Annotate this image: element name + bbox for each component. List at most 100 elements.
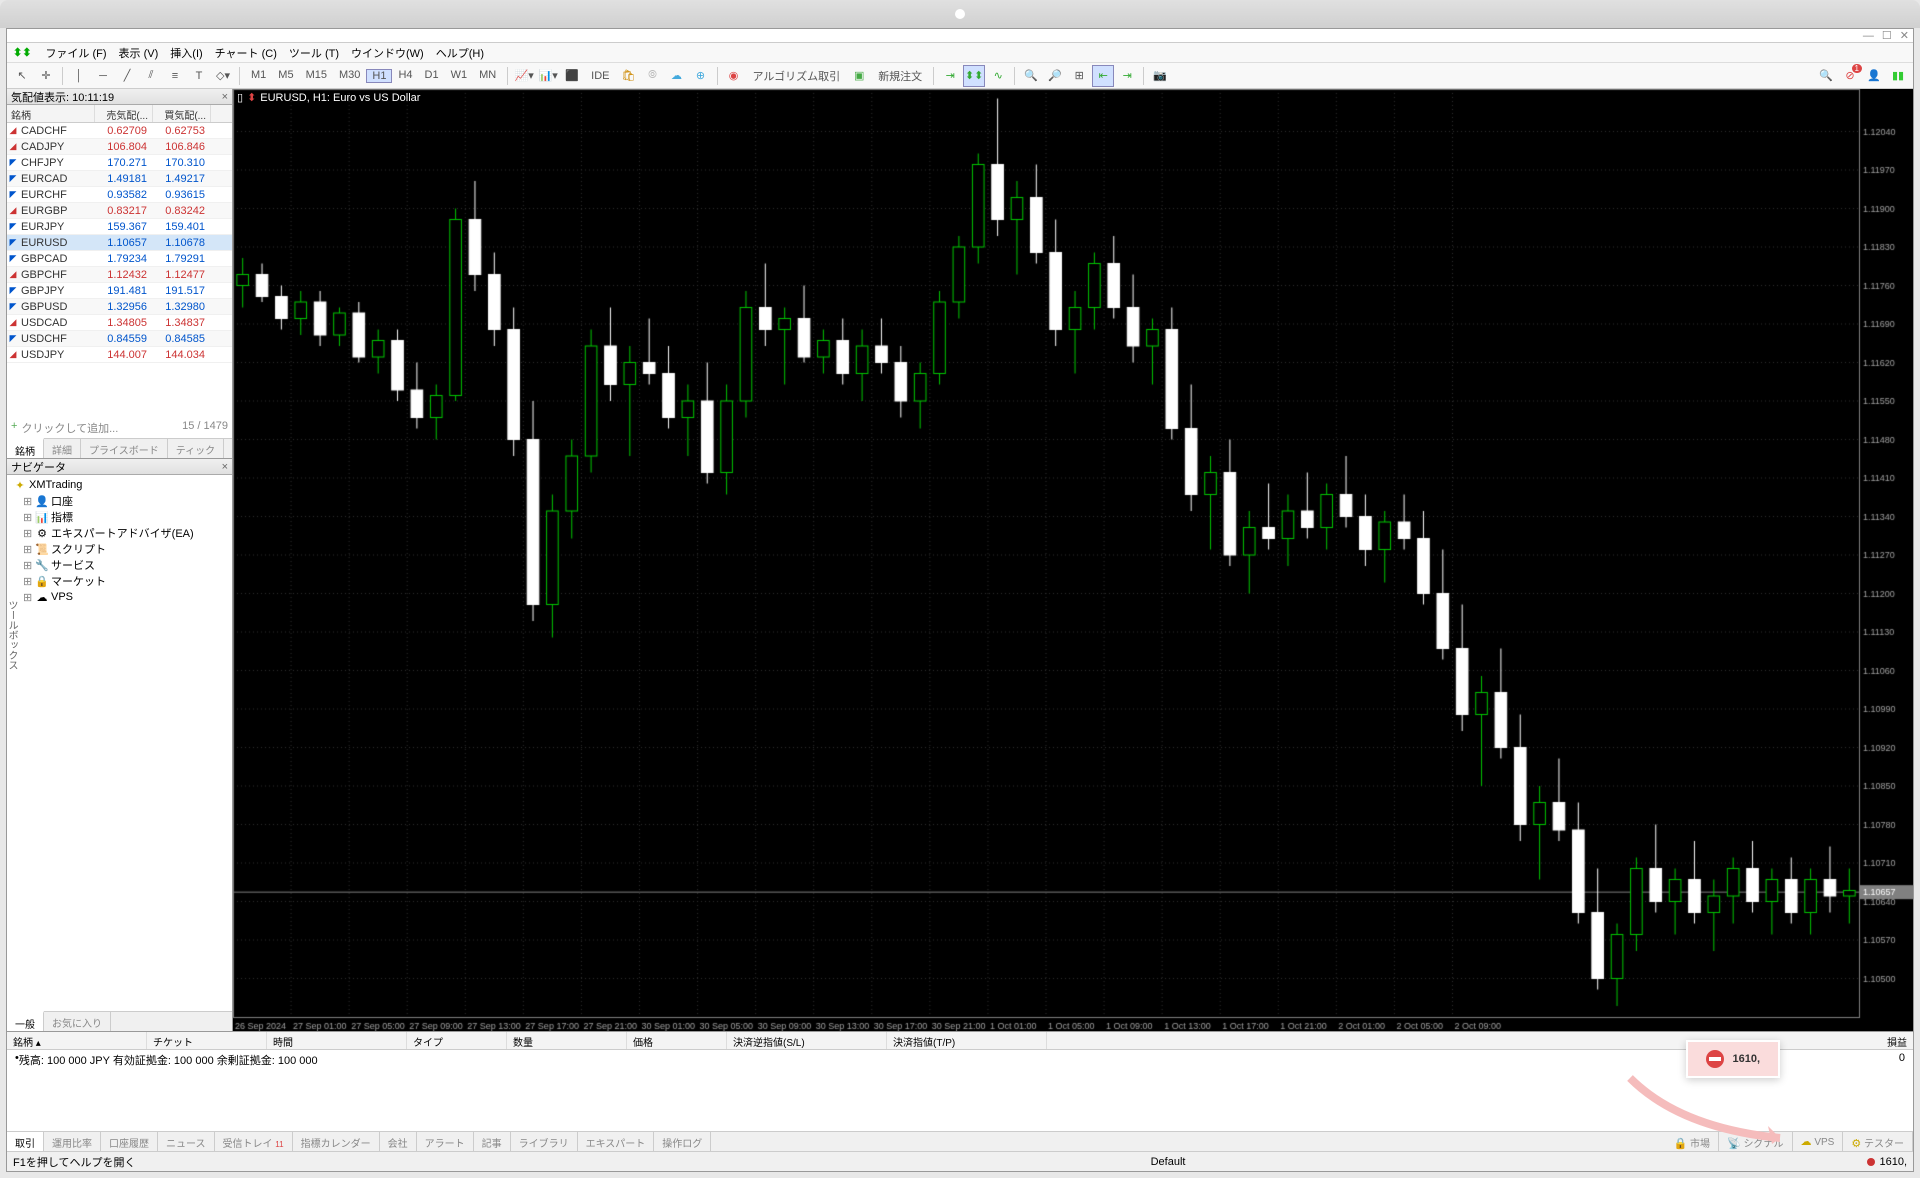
nav-item[interactable]: ⊞👤口座 [9,493,230,509]
market-icon[interactable]: 🛍 [618,65,640,87]
mql5-icon[interactable]: 👤 [1863,65,1885,87]
close-icon[interactable]: × [222,91,228,103]
terminal-tab[interactable]: エキスパート [578,1132,655,1151]
timeframe-H4[interactable]: H4 [392,69,418,83]
mw-tab[interactable]: ティック [168,439,224,458]
minimize-icon[interactable]: — [1863,30,1874,42]
terminal-tab[interactable]: 記事 [474,1132,511,1151]
nav-item[interactable]: ⊞🔒マーケット [9,573,230,589]
timeframe-M15[interactable]: M15 [300,69,333,83]
timeframe-W1[interactable]: W1 [445,69,474,83]
symbol-row[interactable]: ◤EURUSD1.106571.10678 [7,235,232,251]
symbol-row[interactable]: ◢USDCAD1.348051.34837 [7,315,232,331]
mw-tab[interactable]: 銘柄 [7,438,44,458]
search-icon[interactable]: 🔍 [1815,65,1837,87]
symbol-row[interactable]: ◤EURJPY159.367159.401 [7,219,232,235]
menu-item[interactable]: 表示 (V) [113,46,165,62]
terminal-tab[interactable]: 操作ログ [654,1132,711,1151]
mw-tab[interactable]: プライスボード [81,439,168,458]
terminal-col[interactable]: 損益 [1881,1032,1913,1049]
nav-tab[interactable]: お気に入り [44,1012,111,1031]
timeframe-M1[interactable]: M1 [245,69,272,83]
text-icon[interactable]: T [188,65,210,87]
templates-icon[interactable]: ⬛ [561,65,583,87]
zoom-in-icon[interactable]: 🔎 [1044,65,1066,87]
step-back-icon[interactable]: ⇤ [1092,65,1114,87]
terminal-col[interactable]: 価格 [627,1032,727,1049]
sync-icon[interactable]: ∿ [987,65,1009,87]
maximize-icon[interactable]: ☐ [1882,29,1892,42]
terminal-tab[interactable]: 運用比率 [44,1132,101,1151]
terminal-tab[interactable]: 取引 [7,1132,44,1151]
menu-item[interactable]: ウインドウ(W) [345,46,430,62]
terminal-col[interactable]: 決済指値(T/P) [887,1032,1047,1049]
symbol-row[interactable]: ◤GBPJPY191.481191.517 [7,283,232,299]
add-symbol-row[interactable]: +クリックして追加...15 / 1479 [7,418,232,438]
terminal-tab[interactable]: 指標カレンダー [293,1132,380,1151]
menu-item[interactable]: ツール (T) [283,46,345,62]
step-fwd-icon[interactable]: ⇥ [1116,65,1138,87]
trendline-icon[interactable]: ╱ [116,65,138,87]
symbol-row[interactable]: ◤EURCAD1.491811.49217 [7,171,232,187]
chart-type-icon[interactable]: 📈▾ [513,65,535,87]
cloud-icon[interactable]: ☁ [666,65,688,87]
symbol-row[interactable]: ◤USDCHF0.845590.84585 [7,331,232,347]
menu-item[interactable]: 挿入(I) [164,46,208,62]
zoom-out-icon[interactable]: 🔍 [1020,65,1042,87]
menu-item[interactable]: ヘルプ(H) [430,46,490,62]
algo-stop-icon[interactable]: ◉ [723,65,745,87]
nav-tab[interactable]: 一般 [7,1011,44,1031]
crosshair-icon[interactable]: ✛ [35,65,57,87]
terminal-col[interactable]: 時間 [267,1032,407,1049]
terminal-col[interactable]: 銘柄 ▴ [7,1032,147,1049]
mw-tab[interactable]: 詳細 [44,439,81,458]
timeframe-M5[interactable]: M5 [272,69,299,83]
terminal-right-tab[interactable]: ☁ VPS [1793,1132,1844,1151]
ide-button[interactable]: IDE [585,70,615,82]
timeframe-H1[interactable]: H1 [366,69,392,83]
close-icon[interactable]: × [222,461,228,473]
nav-item[interactable]: ⊞📊指標 [9,509,230,525]
notif-icon[interactable]: ⊘1 [1839,65,1861,87]
timeframe-D1[interactable]: D1 [419,69,445,83]
chart-area[interactable]: ▯⬍EURUSD, H1: Euro vs US Dollar [233,89,1913,1031]
nav-root[interactable]: ✦XMTrading [9,477,230,493]
terminal-tab[interactable]: ライブラリ [511,1132,578,1151]
tile-icon[interactable]: ⊞ [1068,65,1090,87]
terminal-col[interactable]: チケット [147,1032,267,1049]
new-order-icon[interactable]: ▣ [848,65,870,87]
symbol-row[interactable]: ◢CADCHF0.627090.62753 [7,123,232,139]
nav-item[interactable]: ⊞🔧サービス [9,557,230,573]
algo-trading-button[interactable]: アルゴリズム取引 [747,68,847,84]
menu-item[interactable]: チャート (C) [209,46,283,62]
terminal-tab[interactable]: 会社 [380,1132,417,1151]
timeframe-M30[interactable]: M30 [333,69,366,83]
cursor-icon[interactable]: ↖ [11,65,33,87]
nav-item[interactable]: ⊞📜スクリプト [9,541,230,557]
symbol-row[interactable]: ◤EURCHF0.935820.93615 [7,187,232,203]
channel-icon[interactable]: ⫽ [140,65,162,87]
terminal-tab[interactable]: 口座履歴 [101,1132,158,1151]
symbol-row[interactable]: ◢USDJPY144.007144.034 [7,347,232,363]
terminal-tab[interactable]: 受信トレイ 11 [215,1132,293,1151]
shift-icon[interactable]: ⬍⬍ [963,65,985,87]
new-order-button[interactable]: 新規注文 [872,68,928,84]
objects-icon[interactable]: ◇▾ [212,65,234,87]
vline-icon[interactable]: │ [68,65,90,87]
terminal-col[interactable]: タイプ [407,1032,507,1049]
terminal-tab[interactable]: ニュース [158,1132,215,1151]
terminal-tab[interactable]: アラート [417,1132,474,1151]
close-icon[interactable]: ✕ [1900,29,1909,42]
vps-icon[interactable]: ⊕ [690,65,712,87]
timeframe-MN[interactable]: MN [473,69,502,83]
terminal-col[interactable]: 決済逆指値(S/L) [727,1032,887,1049]
nav-item[interactable]: ⊞⚙エキスパートアドバイザ(EA) [9,525,230,541]
terminal-right-tab[interactable]: ⚙ テスター [1843,1132,1913,1151]
terminal-col[interactable]: 数量 [507,1032,627,1049]
symbol-row[interactable]: ◢EURGBP0.832170.83242 [7,203,232,219]
indicators-icon[interactable]: 📊▾ [537,65,559,87]
screenshot-icon[interactable]: 📷 [1149,65,1171,87]
symbol-row[interactable]: ◤CHFJPY170.271170.310 [7,155,232,171]
signal-icon[interactable]: ⦾ [642,65,664,87]
symbol-row[interactable]: ◢GBPCHF1.124321.12477 [7,267,232,283]
